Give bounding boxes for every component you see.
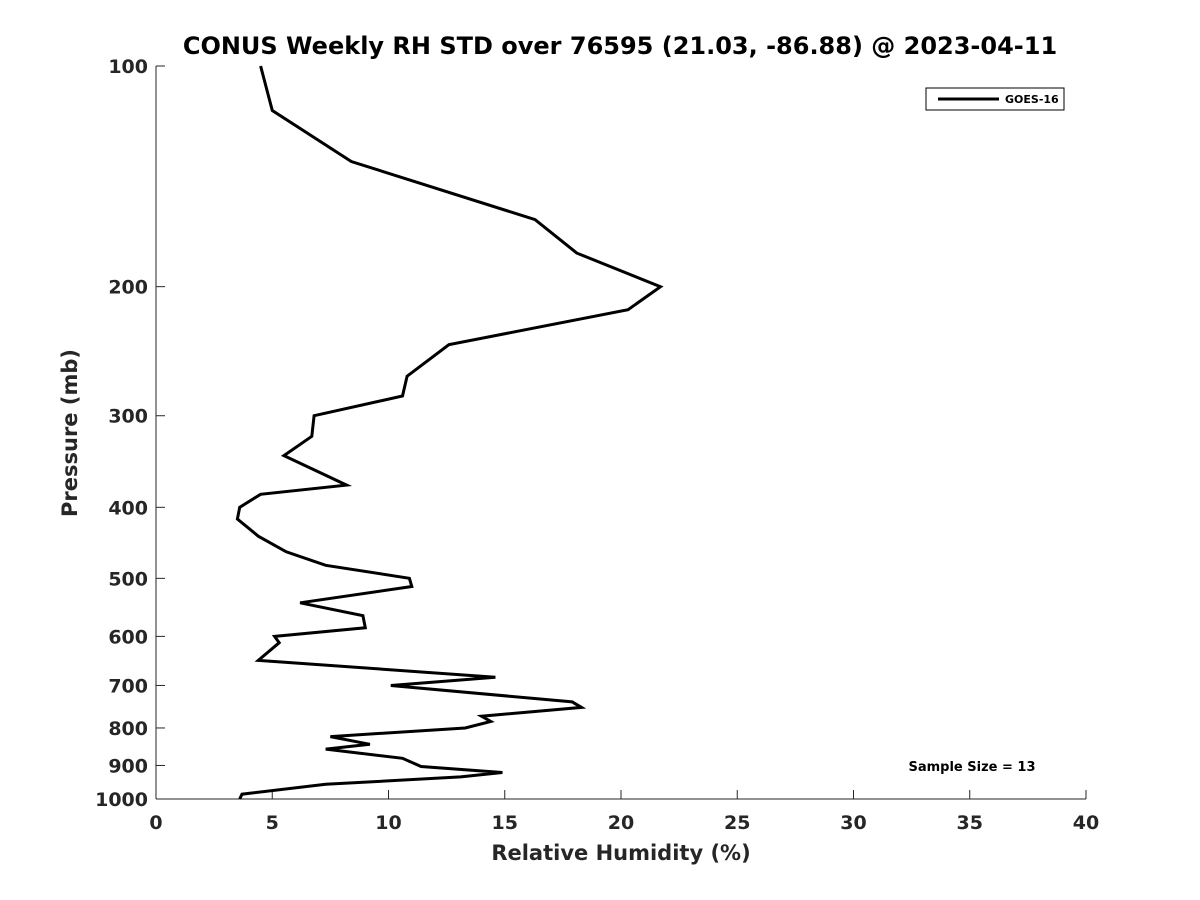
x-axis-label: Relative Humidity (%) [491, 841, 750, 865]
y-tick-label: 100 [108, 56, 148, 78]
legend-label: GOES-16 [1005, 93, 1059, 106]
x-ticks: 0 5 10 15 20 25 30 35 40 [149, 790, 1099, 834]
x-tick-label: 15 [492, 812, 518, 834]
y-tick-label: 1000 [95, 789, 148, 811]
x-tick-label: 25 [724, 812, 750, 834]
y-tick-label: 700 [108, 675, 148, 697]
y-tick-label: 900 [108, 755, 148, 777]
y-tick-label: 300 [108, 406, 148, 428]
y-axis-label: Pressure (mb) [58, 349, 82, 517]
y-ticks: 100 200 300 400 500 600 700 800 900 1000 [95, 56, 165, 811]
plot-frame [156, 66, 1086, 799]
sample-size-annotation: Sample Size = 13 [908, 760, 1035, 775]
y-tick-label: 600 [108, 626, 148, 648]
x-tick-label: 5 [266, 812, 279, 834]
y-tick-label: 800 [108, 718, 148, 740]
series-line-goes-16 [235, 65, 664, 800]
x-tick-label: 0 [149, 812, 162, 834]
y-tick-label: 500 [108, 568, 148, 590]
x-tick-label: 20 [608, 812, 634, 834]
legend: GOES-16 [925, 87, 1065, 111]
x-tick-label: 35 [957, 812, 983, 834]
chart-title: CONUS Weekly RH STD over 76595 (21.03, -… [183, 32, 1057, 60]
y-tick-label: 400 [108, 497, 148, 519]
x-tick-label: 10 [375, 812, 401, 834]
y-tick-label: 200 [108, 277, 148, 299]
x-tick-label: 40 [1073, 812, 1099, 834]
x-tick-label: 30 [840, 812, 866, 834]
series-layer [235, 65, 664, 800]
